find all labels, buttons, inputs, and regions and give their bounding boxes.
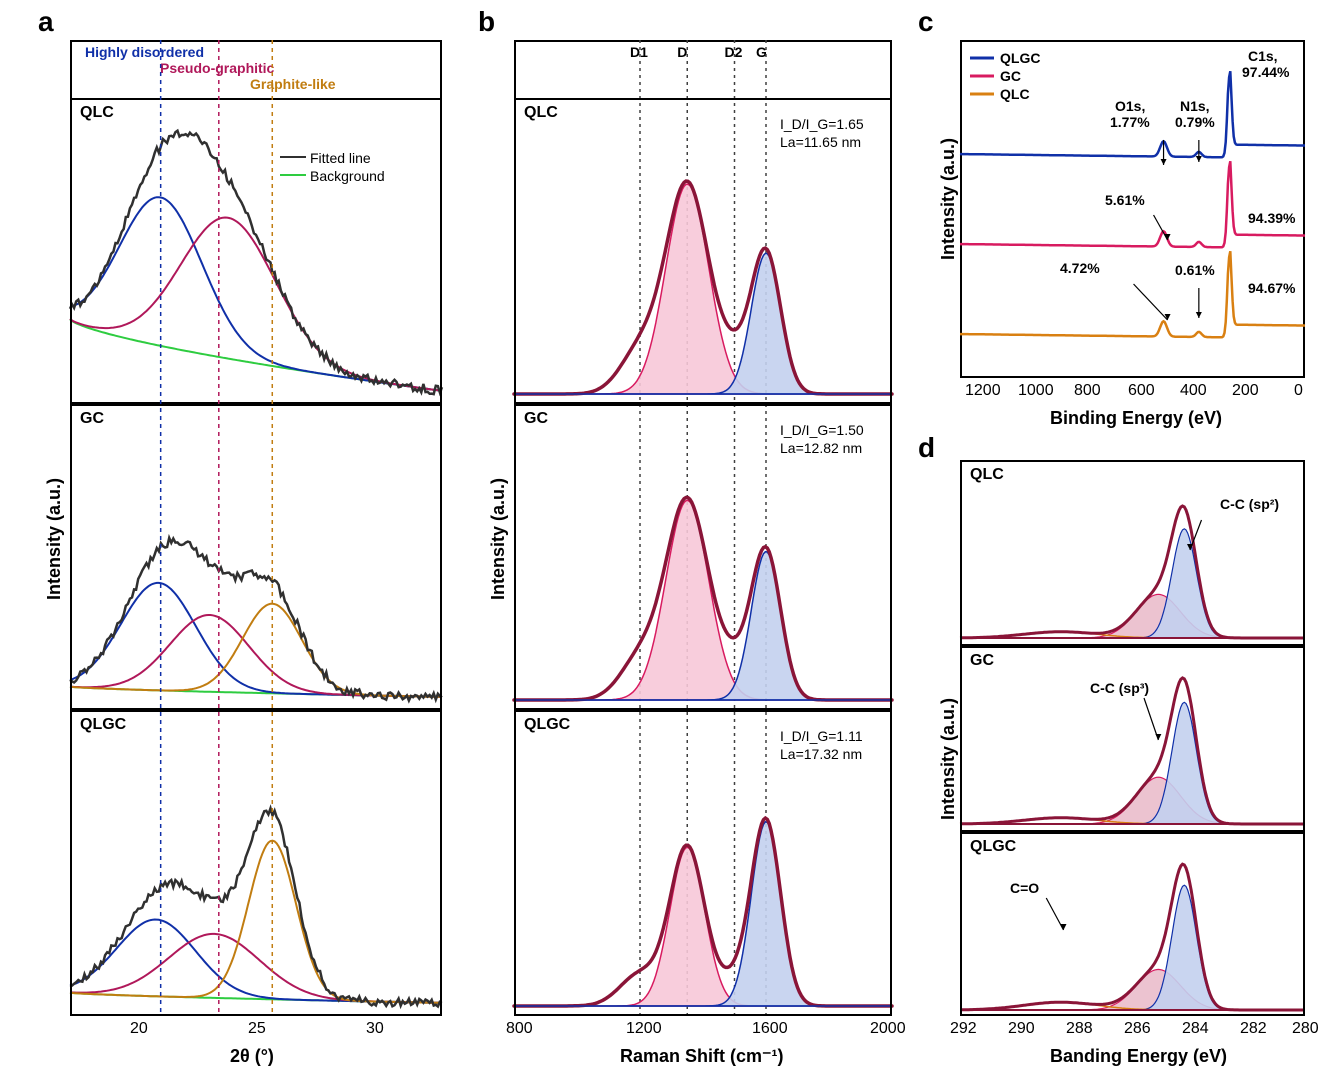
panel-c-xtick-1200: 1200 [965,382,1001,400]
panel-c-legend-gc: GC [1000,68,1021,84]
panel-c-o1s-pct: 1.77% [1110,114,1150,130]
panel-c-qlc-o: 4.72% [1060,260,1100,276]
panel-a-xlabel: 2θ (°) [230,1046,274,1067]
panel-d-sub3 [960,832,1305,1016]
panel-a-xtick-25: 25 [248,1020,266,1038]
panel-d-label-co: C=O [1010,880,1039,896]
panel-d-label-sp3: C-C (sp³) [1090,680,1149,696]
figure-root: a b c d Intensity (a.u.) 2θ (°) Highly d… [0,0,1324,1084]
panel-b-la-gc: La=12.82 nm [780,440,862,456]
panel-b-xlabel: Raman Shift (cm⁻¹) [620,1046,784,1067]
panel-c-gc-o: 5.61% [1105,192,1145,208]
panel-d-xtick-280: 280 [1292,1020,1319,1038]
panel-b-sample-qlgc: QLGC [524,716,570,734]
panel-c-xtick-400: 400 [1180,382,1207,400]
panel-b-la-qlgc: La=17.32 nm [780,746,862,762]
panel-c-ylabel: Intensity (a.u.) [938,138,959,260]
panel-label-b: b [478,6,495,38]
panel-c-xtick-200: 200 [1232,382,1259,400]
panel-c-xtick-600: 600 [1128,382,1155,400]
panel-c-xtick-0: 0 [1294,382,1303,400]
panel-c-n1s-pct: 0.79% [1175,114,1215,130]
panel-b-ratio-qlgc: I_D/I_G=1.11 [780,728,863,744]
panel-c-xtick-800: 800 [1074,382,1101,400]
panel-b-xtick-1600: 1600 [752,1020,788,1038]
panel-a-vlines [70,40,442,1016]
panel-d-sub1 [960,460,1305,646]
panel-b-xtick-1200: 1200 [626,1020,662,1038]
panel-d-xtick-282: 282 [1240,1020,1267,1038]
panel-d-xtick-288: 288 [1066,1020,1093,1038]
panel-c-qlc-n: 0.61% [1175,262,1215,278]
panel-d-sample-qlgc: QLGC [970,838,1016,856]
panel-c-legend-qlc: QLC [1000,86,1030,102]
panel-c-c1s-label: C1s, [1248,48,1278,64]
panel-label-d: d [918,432,935,464]
panel-d-label-sp2: C-C (sp²) [1220,496,1279,512]
panel-d-xtick-284: 284 [1182,1020,1209,1038]
panel-b-sample-gc: GC [524,410,548,428]
panel-label-a: a [38,6,54,38]
panel-d-xtick-286: 286 [1124,1020,1151,1038]
panel-b-sample-qlc: QLC [524,104,558,122]
panel-d-xtick-290: 290 [1008,1020,1035,1038]
panel-a-xtick-30: 30 [366,1020,384,1038]
panel-c-c1s-pct: 97.44% [1242,64,1289,80]
panel-b-la-qlc: La=11.65 nm [780,134,861,150]
panel-b-xtick-2000: 2000 [870,1020,906,1038]
panel-label-c: c [918,6,934,38]
panel-a-xtick-20: 20 [130,1020,148,1038]
panel-b-ylabel: Intensity (a.u.) [488,478,509,600]
panel-d-xtick-292: 292 [950,1020,977,1038]
panel-d-xlabel: Banding Energy (eV) [1050,1046,1227,1067]
panel-c-xlabel: Binding Energy (eV) [1050,408,1222,429]
panel-c-o1s-label: O1s, [1115,98,1145,114]
panel-d-sub2 [960,646,1305,832]
panel-c-legend-qlgc: QLGC [1000,50,1040,66]
panel-d-sample-qlc: QLC [970,466,1004,484]
panel-c-xtick-1000: 1000 [1018,382,1054,400]
panel-b-xtick-800: 800 [506,1020,533,1038]
panel-a-ylabel: Intensity (a.u.) [44,478,65,600]
panel-c-n1s-label: N1s, [1180,98,1210,114]
panel-d-ylabel: Intensity (a.u.) [938,698,959,820]
panel-d-sample-gc: GC [970,652,994,670]
panel-c-gc-c: 94.39% [1248,210,1295,226]
panel-b-ratio-qlc: I_D/I_G=1.65 [780,116,864,132]
panel-b-ratio-gc: I_D/I_G=1.50 [780,422,864,438]
panel-c-qlc-c: 94.67% [1248,280,1295,296]
